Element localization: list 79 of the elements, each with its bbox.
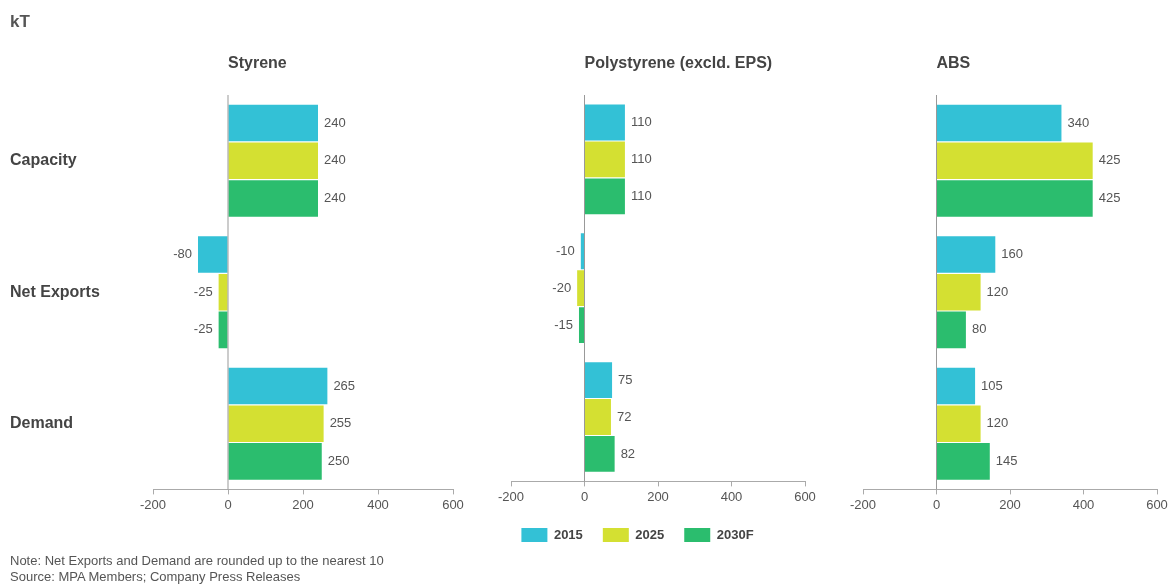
chart-title: ABS [936,54,971,71]
x-tick-label: 200 [647,488,669,504]
text: kT [10,12,30,32]
data-label: 425 [1098,190,1121,205]
x-tick-label: 0 [932,496,941,512]
y-tick-label: Capacity [10,151,77,169]
bar [937,104,1062,142]
data-label: 265 [333,377,356,393]
bar [937,236,996,273]
x-tick-label: 200 [999,496,1021,512]
x-tick-label: 400 [720,488,743,504]
bar [937,273,981,311]
data-label: 120 [986,283,1009,299]
x-tick-label: -200 [497,488,525,504]
data-label: 240 [324,114,346,130]
data-label: 75 [618,371,633,387]
y-tick-label: Net Exports [10,282,100,300]
data-label: -10 [556,242,575,258]
chart-title: Polystyrene (excld. EPS) [584,54,773,71]
data-label: 110 [630,150,652,166]
source-note: Source: MPA Members; Company Press Releases [10,569,302,585]
data-label: 72 [616,408,632,424]
x-tick-label: 400 [1072,496,1095,512]
data-label: 110 [630,114,652,130]
bar [585,362,613,398]
legend-label: 2015 [553,526,583,542]
data-label: 240 [324,190,346,205]
data-label: 120 [986,415,1009,431]
bar [937,180,1093,217]
bar [228,180,318,217]
text: Note: Net Exports and Demand are rounded up to the nearest 10 [10,553,384,569]
bar [937,443,990,480]
x-tick-label: 0 [224,496,232,512]
x-tick-label: 600 [442,496,464,512]
data-label: 425 [1098,152,1121,168]
x-tick-label: 600 [794,488,816,504]
bar [585,399,611,435]
data-label: 105 [981,377,1003,393]
data-label: 145 [995,452,1018,468]
data-label: 82 [620,445,636,461]
x-tick-label: -200 [139,496,167,512]
x-tick-label: 0 [580,488,589,504]
bar [937,142,1093,180]
bar [585,178,625,215]
data-label: -80 [173,246,192,262]
x-tick-label: 200 [292,496,314,512]
bar [585,104,625,141]
data-label: 340 [1067,114,1090,130]
bar [198,236,228,273]
bar [228,142,318,180]
data-label: 80 [971,321,987,337]
bar [937,367,976,405]
bar [578,307,584,344]
data-label: 250 [327,452,350,468]
data-label: 255 [329,415,352,431]
y-tick-label: Demand [10,414,74,432]
data-label: 160 [1001,246,1023,262]
x-tick-label: -200 [849,496,877,512]
bar [937,405,981,442]
data-label: -15 [554,316,573,332]
bar [228,367,328,405]
bar [228,405,324,442]
legend-label: 2025 [635,526,665,542]
bar [228,104,318,142]
data-label: 240 [324,152,346,168]
bar [580,233,584,270]
data-label: -25 [193,321,213,337]
bar [585,141,625,178]
x-tick-label: 400 [367,496,389,512]
x-tick-label: 600 [1146,496,1168,512]
chart-title: Styrene [228,54,287,71]
bar [937,311,966,349]
data-label: -20 [552,279,572,295]
bar [577,270,584,307]
legend-label: 2030F [716,526,754,542]
bar [228,443,322,480]
bar [585,436,615,472]
data-label: -25 [193,283,213,299]
data-label: 110 [630,187,652,203]
